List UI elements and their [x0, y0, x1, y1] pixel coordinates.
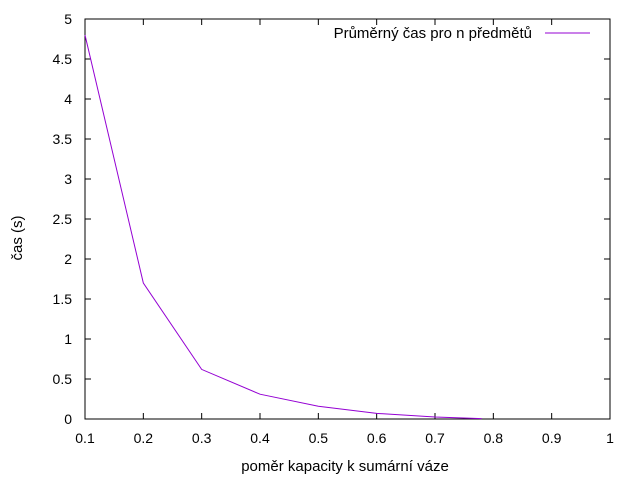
y-tick-label: 5 [64, 11, 72, 27]
x-tick-label: 0.6 [367, 430, 387, 446]
y-tick-label: 1 [64, 331, 72, 347]
x-tick-label: 1 [606, 430, 614, 446]
x-tick-label: 0.7 [425, 430, 445, 446]
y-tick-label: 3 [64, 171, 72, 187]
y-tick-label: 1.5 [53, 291, 73, 307]
y-tick-label: 3.5 [53, 131, 73, 147]
y-tick-label: 2 [64, 251, 72, 267]
x-tick-label: 0.5 [309, 430, 329, 446]
x-tick-label: 0.8 [484, 430, 504, 446]
legend: Průměrný čas pro n předmětů [334, 25, 590, 42]
y-tick-label: 0.5 [53, 371, 73, 387]
y-axis-title: čas (s) [9, 215, 26, 260]
legend-label: Průměrný čas pro n předmětů [334, 25, 532, 42]
x-tick-label: 0.9 [542, 430, 562, 446]
y-tick-label: 4 [64, 91, 72, 107]
y-tick-label: 0 [64, 411, 72, 427]
plot-frame [84, 18, 611, 420]
series-line [84, 34, 482, 420]
x-tick-label: 0.1 [75, 430, 95, 446]
x-tick-label: 0.3 [192, 430, 212, 446]
y-tick-label: 4.5 [53, 51, 73, 67]
x-axis: 0.1 0.2 0.3 0.4 0.5 0.6 0.7 0.8 0.9 1 [75, 19, 614, 446]
x-tick-label: 0.2 [134, 430, 154, 446]
y-tick-label: 2.5 [53, 211, 73, 227]
y-axis: 0 0.5 1 1.5 2 2.5 3 3.5 4 4.5 5 [53, 11, 610, 427]
x-tick-label: 0.4 [250, 430, 270, 446]
series-layer [84, 34, 482, 420]
x-axis-title: poměr kapacity k sumární váze [241, 458, 449, 475]
